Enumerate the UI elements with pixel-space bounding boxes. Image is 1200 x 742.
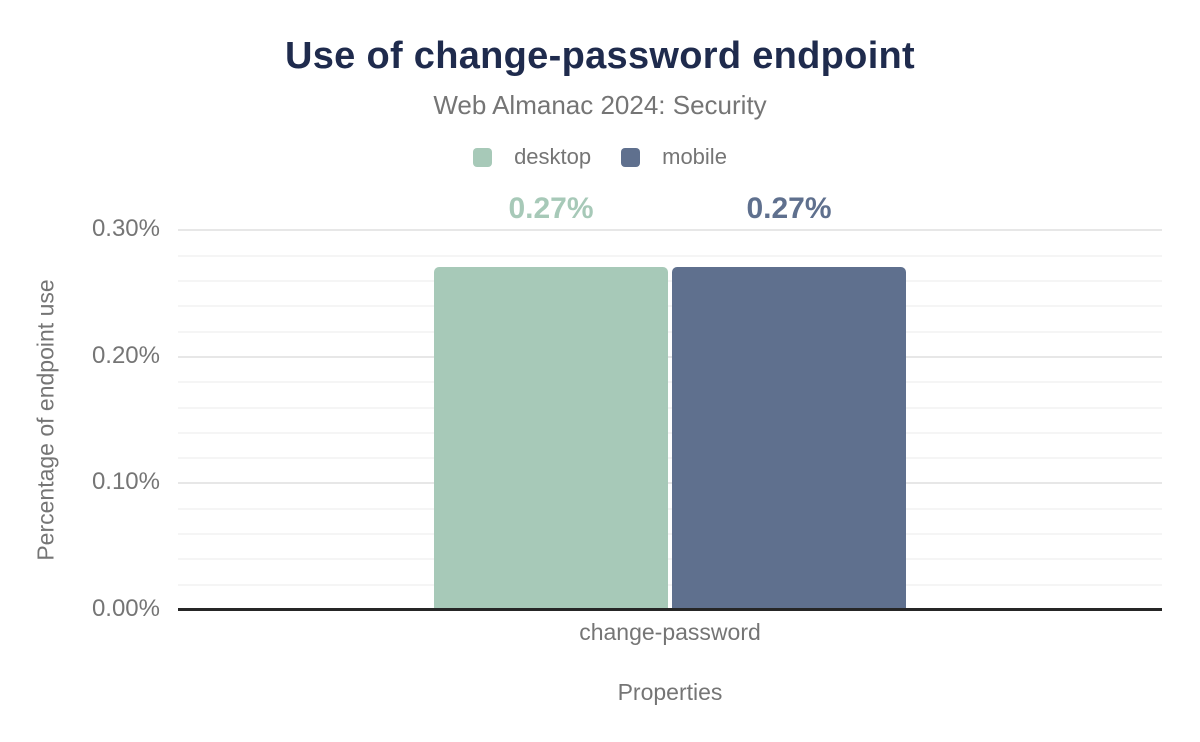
gridline <box>178 305 1162 308</box>
legend-item-desktop: desktop <box>473 144 591 170</box>
gridline <box>178 457 1162 460</box>
gridline <box>178 279 1162 282</box>
gridline <box>178 254 1162 257</box>
bar-mobile <box>672 267 906 609</box>
legend-swatch-desktop <box>473 147 493 167</box>
y-tick-label: 0.10% <box>91 468 160 496</box>
y-tick-label: 0.30% <box>91 215 160 243</box>
x-axis-title: Properties <box>617 679 723 705</box>
legend-swatch-mobile <box>621 147 641 167</box>
chart-subtitle: Web Almanac 2024: Security <box>433 90 767 120</box>
legend: desktop mobile <box>0 144 1200 170</box>
chart-title: Use of change-password endpoint <box>284 35 916 77</box>
legend-label: mobile <box>662 144 727 169</box>
gridline <box>178 431 1162 434</box>
bar-value-label-desktop: 0.27% <box>508 192 594 226</box>
gridline <box>178 355 1162 358</box>
gridline <box>178 533 1162 536</box>
gridline <box>178 583 1162 586</box>
gridline <box>178 558 1162 561</box>
x-category-label: change-password <box>579 619 761 645</box>
gridline <box>178 406 1162 409</box>
gridline <box>178 330 1162 333</box>
y-axis-title: Percentage of endpoint use <box>32 279 59 561</box>
legend-label: desktop <box>514 144 592 169</box>
legend-item-mobile: mobile <box>621 144 727 170</box>
gridline <box>178 507 1162 510</box>
plot-area: 0.27% 0.27% <box>178 193 1162 609</box>
gridline <box>178 229 1162 232</box>
y-axis-ticks: 0.00% 0.10% 0.20% 0.30% <box>60 204 160 622</box>
gridline <box>178 482 1162 485</box>
gridline <box>178 381 1162 384</box>
y-tick-label: 0.20% <box>91 341 160 369</box>
bar-value-label-mobile: 0.27% <box>746 192 832 226</box>
y-tick-label: 0.00% <box>91 595 160 622</box>
bar-desktop <box>434 267 668 609</box>
x-axis-line <box>178 608 1162 611</box>
